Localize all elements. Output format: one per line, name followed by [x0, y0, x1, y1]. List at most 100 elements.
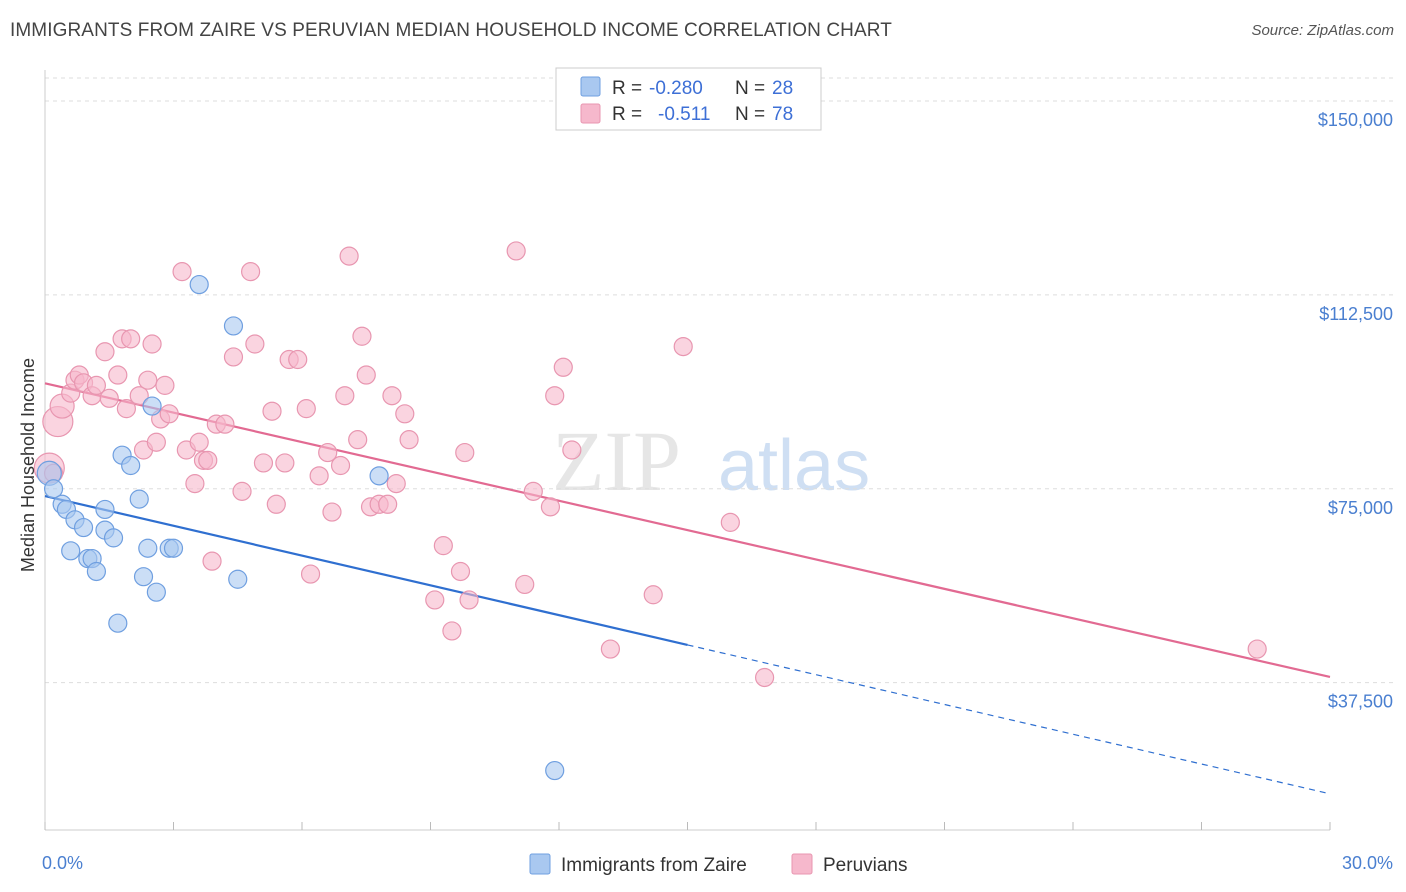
point-peruvians-36: [245, 334, 265, 354]
trend-extension-zaire: [687, 644, 1331, 795]
point-zaire-11: [95, 499, 115, 520]
point-peruvians-65: [455, 442, 475, 463]
point-peruvians-68: [515, 574, 535, 595]
point-peruvians-18: [138, 370, 158, 390]
point-zaire-15: [121, 455, 141, 476]
point-peruvians-27: [189, 432, 209, 452]
point-zaire-26: [369, 466, 389, 486]
point-peruvians-70: [540, 497, 561, 517]
series-legend-swatch-zaire: [529, 853, 551, 875]
point-zaire-22: [163, 538, 184, 558]
source-credit: Source: ZipAtlas.com: [1251, 22, 1394, 39]
legend-n-label-zaire: N =: [735, 78, 765, 99]
y-tick-label-2: $112,500: [1319, 304, 1393, 324]
point-peruvians-19: [142, 334, 162, 354]
point-zaire-23: [189, 274, 209, 295]
point-peruvians-39: [266, 494, 286, 514]
point-peruvians-58: [386, 474, 406, 494]
point-peruvians-64: [450, 561, 471, 582]
series-legend: Immigrants from Zaire Peruvians: [529, 853, 908, 876]
point-peruvians-62: [433, 536, 453, 556]
point-peruvians-16: [129, 386, 149, 406]
point-peruvians-14: [116, 399, 136, 419]
point-peruvians-32: [215, 414, 235, 434]
legend-n-value-peruvians: 78: [772, 104, 793, 125]
trend-line-zaire: [44, 494, 688, 646]
point-peruvians-9: [86, 375, 107, 395]
legend-r-label-zaire: R =: [612, 78, 642, 99]
point-peruvians-61: [425, 590, 445, 610]
point-peruvians-42: [288, 349, 308, 370]
point-zaire-1: [43, 479, 64, 499]
series-legend-label-peruvians: Peruvians: [823, 855, 908, 876]
point-peruvians-76: [673, 336, 693, 357]
point-zaire-6: [73, 517, 94, 538]
point-peruvians-44: [300, 564, 321, 584]
watermark-zip: ZIP: [552, 413, 681, 509]
point-peruvians-51: [348, 430, 368, 450]
point-peruvians-11: [99, 388, 119, 408]
tick-labels: $37,500 $75,000 $112,500 $150,000 0.0% 30.0%: [42, 110, 1393, 873]
series-legend-swatch-peruvians: [791, 853, 813, 875]
point-zaire-27: [545, 760, 565, 781]
chart-title: IMMIGRANTS FROM ZAIRE VS PERUVIAN MEDIAN…: [10, 20, 892, 41]
point-peruvians-52: [352, 326, 372, 346]
point-peruvians-69: [523, 481, 543, 501]
point-zaire-20: [146, 582, 166, 602]
point-zaire-18: [138, 538, 158, 558]
point-peruvians-15: [121, 329, 141, 349]
point-peruvians-43: [296, 399, 316, 419]
point-peruvians-73: [562, 440, 582, 460]
x-tick-label-1: 30.0%: [1342, 853, 1393, 873]
point-peruvians-22: [155, 375, 175, 395]
point-peruvians-48: [330, 455, 351, 476]
point-peruvians-34: [232, 481, 252, 501]
point-peruvians-74: [600, 639, 621, 659]
point-peruvians-12: [108, 365, 128, 385]
point-peruvians-60: [399, 430, 419, 450]
point-zaire-16: [129, 489, 149, 509]
point-peruvians-38: [262, 401, 282, 421]
point-peruvians-57: [382, 386, 402, 406]
series-legend-label-zaire: Immigrants from Zaire: [561, 855, 747, 876]
point-peruvians-56: [378, 494, 398, 514]
point-peruvians-71: [545, 386, 565, 406]
legend-n-label-peruvians: N =: [735, 104, 765, 125]
trend-lines: [44, 382, 1331, 795]
point-peruvians-49: [335, 386, 355, 406]
y-tick-label-1: $75,000: [1328, 498, 1393, 518]
point-peruvians-24: [172, 262, 192, 282]
point-peruvians-63: [442, 621, 462, 641]
point-peruvians-23: [159, 404, 179, 424]
point-peruvians-20: [146, 432, 166, 452]
legend-r-value-zaire: -0.280: [649, 78, 703, 99]
y-axis-label: Median Household Income: [18, 358, 38, 572]
point-peruvians-30: [202, 551, 222, 571]
point-zaire-9: [86, 561, 107, 582]
point-zaire-19: [142, 396, 162, 416]
legend-r-value-peruvians: -0.511: [658, 104, 710, 125]
x-tick-label-0: 0.0%: [42, 853, 83, 873]
axes: [44, 70, 1331, 831]
legend-n-value-zaire: 28: [772, 78, 793, 99]
legend-swatch-peruvians: [580, 103, 601, 124]
point-peruvians-46: [318, 442, 338, 463]
point-peruvians-79: [1247, 639, 1267, 659]
point-peruvians-77: [720, 512, 740, 532]
point-peruvians-10: [95, 342, 115, 362]
y-tick-label-0: $37,500: [1328, 692, 1393, 712]
point-peruvians-72: [553, 357, 573, 377]
stats-legend: R = -0.280 N = 28 R = -0.511 N = 78: [555, 67, 822, 131]
point-peruvians-45: [309, 466, 329, 486]
point-peruvians-29: [198, 450, 218, 470]
point-peruvians-26: [185, 474, 205, 494]
point-peruvians-40: [275, 453, 295, 473]
point-zaire-13: [108, 613, 128, 633]
point-peruvians-33: [223, 347, 244, 367]
point-zaire-24: [223, 316, 244, 336]
watermark-atlas: atlas: [718, 426, 870, 506]
point-peruvians-35: [241, 262, 261, 282]
point-peruvians-53: [356, 365, 376, 385]
point-zaire-25: [228, 569, 248, 589]
